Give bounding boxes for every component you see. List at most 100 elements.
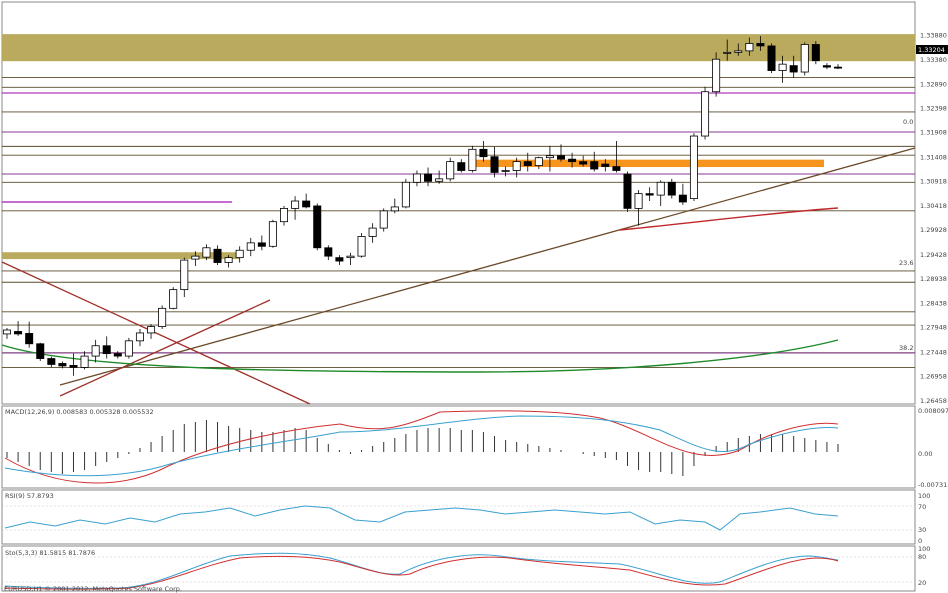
stoch-signal-line — [4, 555, 839, 590]
candle-bear-body — [113, 353, 122, 357]
fib-label-0: 0.0 — [903, 118, 913, 126]
candle-bear-body — [822, 65, 831, 68]
candle-bull-body — [379, 210, 388, 229]
candle-bull-body — [435, 178, 444, 182]
price-tick-label: 1.29928 — [920, 226, 947, 234]
candle-bear-body — [601, 163, 610, 167]
candle-bear-body — [833, 66, 843, 69]
candle-bull-body — [158, 307, 167, 327]
price-tick-label: 1.33380 — [920, 56, 947, 64]
candle-bull-body — [135, 332, 144, 342]
price-zone — [2, 34, 915, 62]
rsi-line — [4, 505, 839, 531]
candle-bear-body — [14, 331, 23, 335]
stoch-panel-frame — [1, 545, 916, 592]
candle-bull-body — [368, 227, 377, 237]
candle-bear-body — [257, 242, 266, 247]
fib-label-23: 23.6 — [899, 259, 913, 267]
candle-bull-body — [80, 355, 89, 368]
macd-header: MACD(12,26,9) 0.008583 0.005328 0.005532 — [5, 408, 154, 416]
candles-layer — [2, 36, 843, 376]
price-tick-label: 1.29428 — [920, 251, 947, 259]
price-tick-label: 1.26958 — [920, 372, 947, 380]
candle-bear-body — [645, 193, 654, 196]
macd-scale-top: 0.008097 — [918, 407, 948, 415]
candle-bull-body — [401, 181, 410, 208]
candle-bull-body — [468, 148, 477, 171]
candle-bear-body — [678, 194, 687, 203]
candle-bull-body — [745, 43, 754, 52]
price-zone — [472, 159, 824, 168]
candle-bull-body — [2, 329, 12, 335]
stoch-scale-20: 20 — [918, 579, 926, 587]
candle-bull-body — [279, 207, 289, 223]
candle-bull-body — [191, 255, 200, 260]
candle-bull-body — [147, 326, 156, 334]
candle-bear-body — [335, 257, 344, 262]
falling-trend-line — [1, 261, 311, 405]
candle-bull-body — [689, 135, 698, 199]
candle-bear-body — [457, 162, 466, 171]
candle-bull-body — [124, 340, 133, 357]
candle-bear-body — [36, 343, 45, 359]
candle-bull-body — [545, 155, 554, 159]
candle-bull-body — [634, 193, 643, 209]
candle-bull-body — [800, 44, 809, 73]
price-tick-label: 1.31408 — [920, 153, 947, 161]
candle-bear-body — [789, 65, 798, 73]
candle-bull-body — [357, 236, 366, 257]
candle-bear-body — [579, 161, 588, 165]
candle-bull-body — [390, 206, 399, 212]
rsi-scale-0: 0 — [918, 537, 922, 545]
zone-layer — [2, 34, 915, 260]
candle-bull-body — [291, 200, 300, 209]
price-tick-label: 1.32890 — [920, 80, 947, 88]
candle-bull-body — [202, 247, 211, 258]
candle-bull-body — [412, 173, 421, 183]
price-tick-label: 1.26458 — [920, 397, 947, 405]
candle-bull-body — [180, 259, 189, 291]
candle-bull-body — [268, 221, 277, 247]
candle-bear-body — [69, 365, 78, 368]
candle-bull-body — [701, 91, 710, 137]
rising-trend-line — [59, 147, 916, 386]
candle-bear-body — [667, 181, 676, 196]
candle-bear-body — [213, 248, 222, 263]
candle-bull-body — [446, 161, 455, 180]
stoch-scale-100: 100 — [918, 545, 930, 553]
rsi-panel-frame — [1, 489, 916, 545]
ma-green — [1, 339, 839, 373]
copyright-footer: EURUSD,H1 © 2001-2012, MetaQuotes Softwa… — [4, 585, 182, 593]
stoch-header: Sto(5,3,3) 81.5815 81.7876 — [5, 549, 95, 557]
candle-bear-body — [623, 173, 632, 209]
price-tick-label: 1.27448 — [920, 348, 947, 356]
candle-bear-body — [756, 43, 765, 47]
price-tick-label: 1.28938 — [920, 275, 947, 283]
candle-bull-body — [169, 289, 178, 309]
candle-bear-body — [523, 161, 532, 166]
rsi-scale-30: 30 — [918, 526, 926, 534]
rsi-scale-70: 70 — [918, 503, 926, 511]
price-tick-label: 1.30418 — [920, 202, 947, 210]
candle-bull-body — [224, 257, 233, 263]
candle-bull-body — [501, 170, 510, 172]
candle-bear-body — [102, 345, 111, 355]
candle-bear-body — [590, 161, 599, 170]
stoch-scale-80: 80 — [918, 553, 926, 561]
macd-scale-bottom: -0.00731 — [918, 481, 947, 489]
candle-bear-body — [47, 358, 56, 365]
candle-bull-body — [656, 181, 665, 196]
candle-bull-body — [346, 255, 355, 259]
price-tick-label: 1.27948 — [920, 324, 947, 332]
candle-bull-body — [712, 58, 721, 93]
candle-bear-body — [490, 156, 499, 173]
candle-bull-body — [534, 157, 543, 166]
candle-bear-body — [556, 155, 566, 160]
macd-histogram — [6, 420, 839, 476]
price-tick-label: 1.28438 — [920, 300, 947, 308]
current-price-tag — [916, 45, 948, 54]
current-price-label: 1.33204 — [918, 46, 945, 54]
price-zone — [2, 252, 240, 260]
